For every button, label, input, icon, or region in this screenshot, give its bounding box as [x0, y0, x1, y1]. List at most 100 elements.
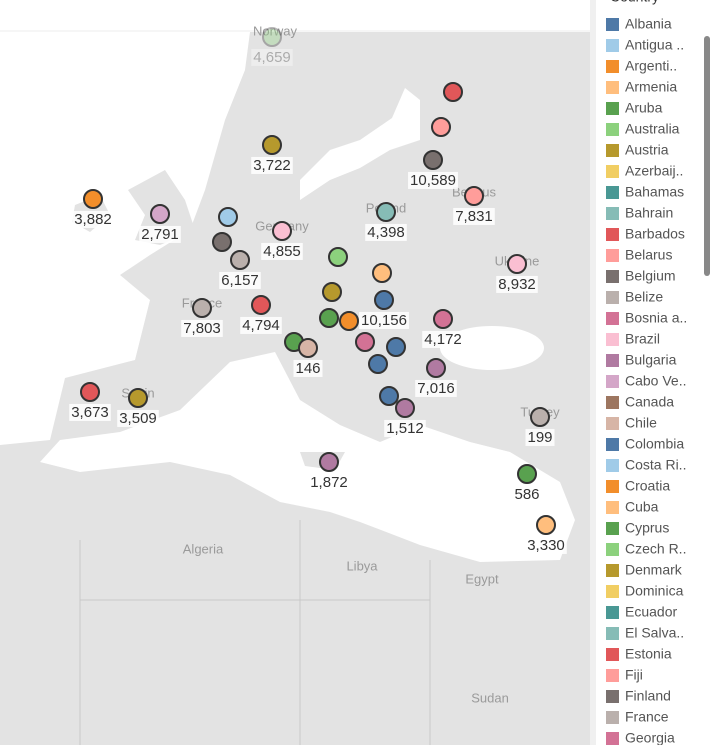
legend-label[interactable]: Antigua ..: [625, 37, 684, 53]
marker[interactable]: [530, 407, 550, 427]
legend-swatch[interactable]: [606, 669, 619, 682]
legend-label[interactable]: Australia: [625, 121, 680, 137]
legend-label[interactable]: Azerbaij..: [625, 163, 683, 179]
legend-swatch[interactable]: [606, 585, 619, 598]
legend-label[interactable]: Bahamas: [625, 184, 684, 200]
marker[interactable]: [368, 354, 388, 374]
legend-swatch[interactable]: [606, 186, 619, 199]
legend-swatch[interactable]: [606, 543, 619, 556]
legend-swatch[interactable]: [606, 39, 619, 52]
marker[interactable]: [322, 282, 342, 302]
legend-label[interactable]: Bahrain: [625, 205, 673, 221]
legend-label[interactable]: Cabo Ve..: [625, 373, 687, 389]
legend-swatch[interactable]: [606, 417, 619, 430]
marker[interactable]: [374, 290, 394, 310]
marker[interactable]: [507, 254, 527, 274]
legend-label[interactable]: Austria: [625, 142, 669, 158]
legend-label[interactable]: Argenti..: [625, 58, 677, 74]
legend-label[interactable]: Estonia: [625, 646, 672, 662]
legend-label[interactable]: Brazil: [625, 331, 660, 347]
legend-swatch[interactable]: [606, 333, 619, 346]
marker[interactable]: [379, 386, 399, 406]
marker[interactable]: [212, 232, 232, 252]
marker[interactable]: [395, 398, 415, 418]
legend-label[interactable]: Belize: [625, 289, 663, 305]
legend-swatch[interactable]: [606, 291, 619, 304]
legend-swatch[interactable]: [606, 438, 619, 451]
marker[interactable]: [128, 388, 148, 408]
legend-label[interactable]: Bulgaria: [625, 352, 677, 368]
marker[interactable]: [272, 221, 292, 241]
legend-label[interactable]: Chile: [625, 415, 657, 431]
legend-swatch[interactable]: [606, 249, 619, 262]
legend-swatch[interactable]: [606, 480, 619, 493]
legend-swatch[interactable]: [606, 144, 619, 157]
legend-swatch[interactable]: [606, 648, 619, 661]
legend-label[interactable]: Finland: [625, 688, 671, 704]
legend-swatch[interactable]: [606, 270, 619, 283]
legend-swatch[interactable]: [606, 312, 619, 325]
marker[interactable]: [150, 204, 170, 224]
legend-label[interactable]: Croatia: [625, 478, 670, 494]
marker[interactable]: [192, 298, 212, 318]
marker[interactable]: [328, 247, 348, 267]
legend-label[interactable]: France: [625, 709, 669, 725]
marker[interactable]: [83, 189, 103, 209]
marker[interactable]: [517, 464, 537, 484]
marker[interactable]: [80, 382, 100, 402]
legend-swatch[interactable]: [606, 375, 619, 388]
marker[interactable]: [251, 295, 271, 315]
legend-label[interactable]: Canada: [625, 394, 674, 410]
marker[interactable]: [230, 250, 250, 270]
legend-swatch[interactable]: [606, 207, 619, 220]
legend-swatch[interactable]: [606, 711, 619, 724]
legend-label[interactable]: Denmark: [625, 562, 683, 578]
marker[interactable]: [218, 207, 238, 227]
legend-swatch[interactable]: [606, 396, 619, 409]
legend-swatch[interactable]: [606, 459, 619, 472]
legend-label[interactable]: Cuba: [625, 499, 659, 515]
legend-label[interactable]: Belarus: [625, 247, 672, 263]
legend-label[interactable]: Costa Ri..: [625, 457, 686, 473]
legend-swatch[interactable]: [606, 102, 619, 115]
legend-label[interactable]: Fiji: [625, 667, 643, 683]
marker[interactable]: [443, 82, 463, 102]
marker[interactable]: [319, 308, 339, 328]
legend-swatch[interactable]: [606, 354, 619, 367]
marker[interactable]: [423, 150, 443, 170]
marker[interactable]: [319, 452, 339, 472]
legend-swatch[interactable]: [606, 123, 619, 136]
legend-label[interactable]: Bosnia a..: [625, 310, 687, 326]
legend-label[interactable]: Albania: [625, 16, 672, 32]
marker[interactable]: [431, 117, 451, 137]
legend-swatch[interactable]: [606, 501, 619, 514]
legend-label[interactable]: Aruba: [625, 100, 663, 116]
legend-swatch[interactable]: [606, 18, 619, 31]
legend-swatch[interactable]: [606, 564, 619, 577]
marker[interactable]: [262, 27, 282, 47]
legend-label[interactable]: Belgium: [625, 268, 676, 284]
marker[interactable]: [262, 135, 282, 155]
legend-label[interactable]: Barbados: [625, 226, 685, 242]
legend-swatch[interactable]: [606, 732, 619, 745]
marker[interactable]: [536, 515, 556, 535]
scrollbar[interactable]: [704, 36, 710, 276]
legend-swatch[interactable]: [606, 81, 619, 94]
marker[interactable]: [339, 311, 359, 331]
legend-label[interactable]: Colombia: [625, 436, 684, 452]
legend-swatch[interactable]: [606, 690, 619, 703]
legend-label[interactable]: Georgia: [625, 730, 675, 745]
legend-label[interactable]: El Salva..: [625, 625, 684, 641]
legend-swatch[interactable]: [606, 627, 619, 640]
marker[interactable]: [433, 309, 453, 329]
legend-label[interactable]: Ecuador: [625, 604, 677, 620]
marker[interactable]: [426, 358, 446, 378]
marker[interactable]: [355, 332, 375, 352]
legend-label[interactable]: Dominica: [625, 583, 684, 599]
marker[interactable]: [464, 186, 484, 206]
marker[interactable]: [298, 338, 318, 358]
marker[interactable]: [372, 263, 392, 283]
legend-swatch[interactable]: [606, 165, 619, 178]
legend-label[interactable]: Czech R..: [625, 541, 686, 557]
legend-swatch[interactable]: [606, 522, 619, 535]
